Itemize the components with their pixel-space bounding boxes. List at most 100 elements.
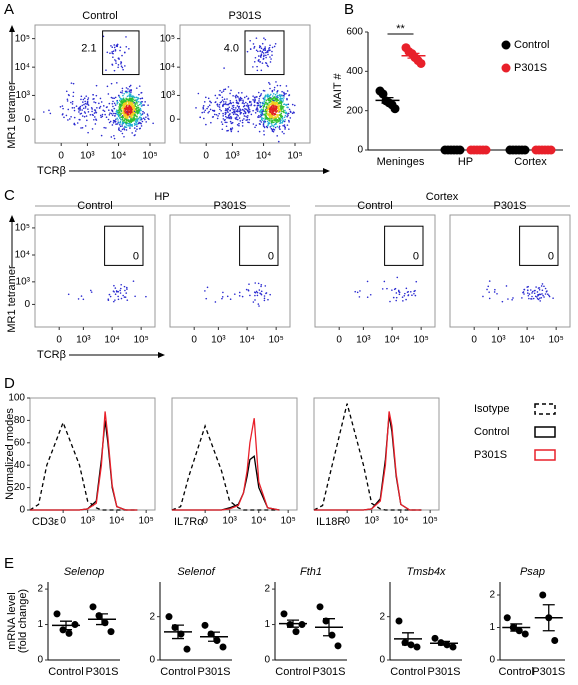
event-dot — [272, 130, 275, 133]
event-dot — [267, 65, 269, 68]
event-dot — [115, 60, 117, 62]
event-dot — [267, 93, 269, 96]
event-dot — [130, 95, 133, 98]
event-dot — [110, 136, 113, 138]
event-dot — [258, 58, 260, 61]
event-dot — [117, 110, 119, 113]
event-dot — [259, 94, 262, 97]
event-dot — [129, 113, 132, 115]
event-dot — [257, 55, 260, 57]
event-dot — [257, 110, 259, 112]
event-dot — [271, 54, 273, 56]
event-dot — [132, 112, 135, 114]
event-dot — [264, 97, 266, 99]
event-dot — [124, 296, 127, 298]
event-dot — [241, 295, 244, 298]
event-dot — [243, 109, 245, 112]
event-dot — [134, 103, 136, 106]
event-dot — [129, 84, 132, 87]
event-dot — [66, 98, 69, 101]
event-dot — [233, 293, 236, 295]
event-dot — [248, 118, 251, 121]
event-dot — [137, 118, 139, 121]
event-dot — [258, 95, 261, 98]
event-dot — [231, 127, 234, 129]
gate-label: 0 — [268, 250, 274, 262]
error-bar — [402, 632, 414, 646]
event-dot — [59, 105, 62, 108]
event-dot — [114, 287, 117, 289]
event-dot — [84, 100, 86, 103]
event-dot — [254, 56, 257, 59]
event-dot — [266, 103, 269, 106]
event-dot — [130, 98, 132, 100]
event-dot — [261, 51, 264, 54]
event-dot — [214, 301, 217, 303]
event-dot — [195, 107, 197, 109]
event-dot — [118, 96, 121, 99]
event-dot — [534, 295, 537, 298]
event-dot — [120, 101, 122, 103]
event-dot — [279, 95, 281, 98]
event-dot — [252, 109, 254, 112]
event-dot — [116, 102, 119, 105]
event-dot — [138, 109, 140, 112]
event-dot — [152, 122, 154, 125]
event-dot — [284, 109, 286, 112]
event-dot — [224, 113, 227, 116]
event-dot — [109, 295, 112, 298]
event-dot — [120, 116, 122, 119]
event-dot — [241, 108, 244, 111]
event-dot — [288, 108, 291, 111]
event-dot — [225, 109, 228, 111]
event-dot — [258, 116, 260, 119]
event-dot — [260, 285, 262, 288]
event-dot — [104, 113, 106, 116]
event-dot — [228, 113, 231, 116]
event-dot — [211, 109, 214, 112]
y-tick-label: 10⁵ — [15, 223, 30, 234]
event-dot — [118, 99, 121, 102]
event-dot — [108, 121, 111, 124]
y-tick-label: 80 — [14, 415, 26, 426]
event-dot — [285, 92, 287, 95]
event-dot — [247, 98, 249, 100]
event-dot — [396, 276, 399, 279]
event-dot — [256, 294, 259, 297]
error-bar — [60, 620, 72, 631]
x-tick-label: 10⁴ — [104, 335, 119, 346]
event-dot — [266, 50, 269, 52]
legend-label: Control — [514, 39, 549, 51]
event-dot — [91, 108, 93, 110]
event-dot — [270, 118, 273, 120]
event-dot — [262, 89, 265, 92]
event-dot — [260, 293, 263, 296]
event-dot — [257, 60, 260, 62]
y-tick-label: 0 — [24, 299, 30, 310]
event-dot — [125, 124, 128, 126]
event-dot — [527, 294, 530, 297]
event-dot — [119, 46, 122, 49]
event-dot — [121, 118, 124, 121]
event-dot — [136, 125, 138, 127]
event-dot — [95, 118, 97, 120]
event-dot — [131, 119, 133, 121]
y-tick-label: 10⁴ — [15, 250, 30, 261]
event-dot — [114, 59, 116, 61]
event-dot — [201, 111, 204, 114]
gate — [384, 225, 424, 266]
event-dot — [381, 288, 384, 290]
event-dot — [283, 124, 286, 126]
event-dot — [270, 123, 273, 125]
event-dot — [113, 137, 116, 140]
event-dot — [219, 89, 221, 92]
event-dot — [521, 297, 523, 299]
x-axis-label: TCRβ — [37, 349, 66, 361]
event-dot — [94, 101, 97, 104]
event-dot — [126, 299, 129, 301]
event-dot — [250, 104, 252, 107]
event-dot — [237, 130, 240, 133]
event-dot — [276, 94, 279, 97]
event-dot — [268, 97, 271, 99]
event-dot — [140, 91, 143, 94]
